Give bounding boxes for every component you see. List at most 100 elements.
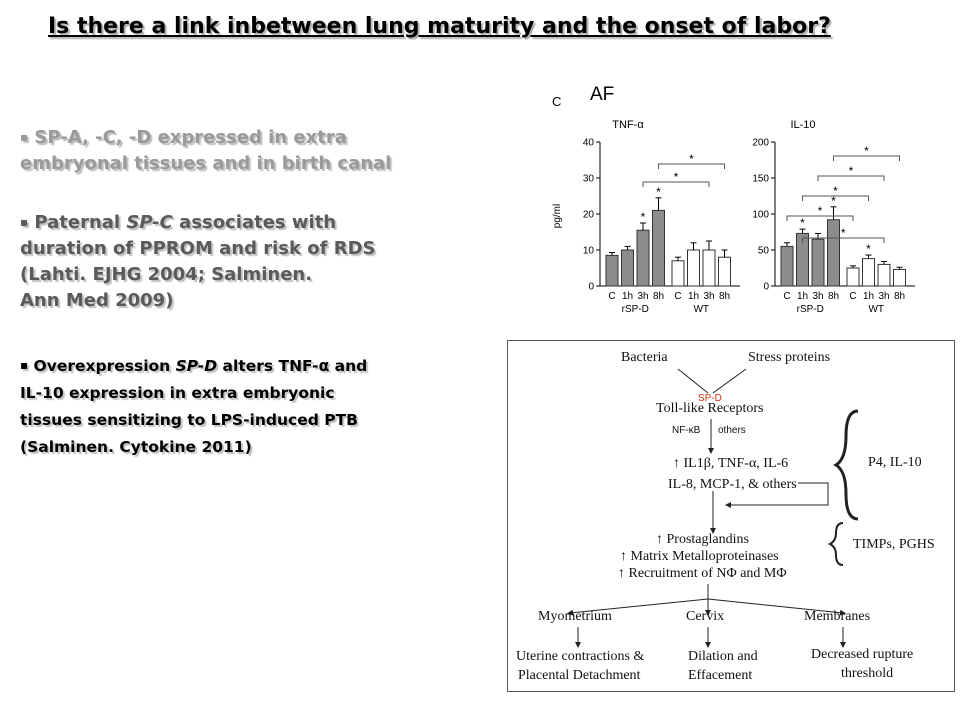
y-axis-label: pg/ml [552,204,563,228]
bullet-marker-icon: ▪ [20,215,29,229]
bar [702,249,716,287]
group-label: rSP-D [622,304,649,315]
membranes-arrow [707,598,846,616]
bar [636,229,650,287]
bullet-text: SP-A, -C, -D expressed in extra [34,127,347,148]
x-tick-label: 3h [878,291,889,302]
y-tick-label: 0 [588,282,594,293]
cytokines-line-1: ↑ IL1β, TNF-α, IL-6 [673,456,789,471]
outcome-uterine-1: Uterine contractions & [516,649,645,664]
outcome-membranes-2: threshold [841,666,894,681]
significance-star: * [866,242,871,256]
il10-panel: IL-10 0 50 100 150 200 C * 1h 3h * 8h C * 1h 3h 8h rSP-D W… [752,119,915,315]
x-tick-label: 1h [863,291,874,302]
bar [671,260,685,287]
bar [846,267,860,287]
panel-letter: C [552,94,561,109]
bullet-text: Paternal [34,212,127,233]
x-tick-label: 8h [719,291,730,302]
significance-star: * [656,185,661,199]
bullet-line: ▪ Overexpression SP-D alters TNF-α and [20,352,367,380]
myometrium-arrow [567,598,709,616]
bar [718,256,731,287]
outcome-membranes-1: Decreased rupture [811,647,914,662]
x-tick-label: 3h [637,291,648,302]
comparison-bracket [817,175,885,181]
bullet-text: Overexpression [33,357,176,375]
timps-brace-icon [827,522,844,566]
bullet-marker-icon: ▪ [20,130,29,144]
bacteria-node: Bacteria [621,350,668,365]
bullet-text: alters TNF-α and [217,357,368,375]
x-tick-label: 1h [797,291,808,302]
y-tick-label: 10 [583,246,595,257]
outcome-cervix-1: Dilation and [688,649,758,664]
x-tick-label: 1h [622,291,633,302]
comparison-bracket [802,237,885,243]
comparison-star: * [674,170,679,184]
outcome-cervix-2: Effacement [688,668,753,683]
bullet-line: (Salminen. Cytokine 2011) [20,438,252,456]
bullet-text: associates with [172,212,337,233]
recruitment-node: ↑ Recruitment of NΦ and MΦ [618,566,787,581]
nfkb-label: NF-κB [672,425,701,436]
significance-star: * [800,216,805,230]
significance-star: * [641,210,646,224]
comparison-bracket [786,215,854,221]
bar [827,219,840,287]
y-tick-label: 100 [752,210,769,221]
feedback-arrow [725,482,829,508]
x-tick-label: 8h [828,291,839,302]
x-tick-label: C [783,291,790,302]
bullet-line: ▪ Paternal SP-C associates with [20,209,375,236]
x-tick-label: 8h [894,291,905,302]
bar [621,249,634,287]
stress-proteins-node: Stress proteins [748,350,831,365]
y-tick-label: 40 [583,138,595,149]
bullet-overexpression-spd: ▪ Overexpression SP-D alters TNF-α and I… [20,352,367,461]
bullet-marker-icon: ▪ [20,358,29,372]
bar [780,245,794,287]
x-tick-label: 3h [703,291,714,302]
group-label: WT [693,304,709,315]
bullet-sp-expression: ▪ SP-A, -C, -D expressed in extra embryo… [20,124,391,177]
group-label: WT [868,304,884,315]
y-tick-label: 200 [752,138,769,149]
bar [605,254,619,287]
prostaglandins-node: ↑ Prostaglandins [656,532,749,547]
bullet-line: IL-10 expression in extra embryonic [20,384,335,402]
bullet-line: (Lahti. EJHG 2004; Salminen. [20,264,313,285]
x-tick-label: C [674,291,681,302]
significance-star: * [831,194,836,208]
bullet-paternal-spc: ▪ Paternal SP-C associates with duration… [20,209,375,314]
membranes-node: Membranes [804,609,871,624]
bullet-line: Ann Med 2009) [20,290,174,311]
bullet-line: duration of PPROM and risk of RDS [20,238,376,259]
mmp-node: ↑ Matrix Metalloproteinases [620,549,779,564]
group-label: rSP-D [797,304,824,315]
bar [652,209,665,287]
stress-connector [712,368,747,394]
x-tick-label: 3h [812,291,823,302]
af-bar-chart: C AF pg/ml TNF-α 0 10 20 30 40 C 1h * 3h * 8h C 1h 3h 8… [552,84,915,315]
bacteria-connector [677,368,709,394]
bar [687,249,700,287]
y-tick-label: 150 [752,174,769,185]
comparison-bracket [833,155,900,161]
pathway-diagram: Bacteria Stress proteins SP-D Toll-like … [507,340,955,692]
gene-name: SP-C [126,212,173,233]
comparison-bracket [658,163,725,169]
y-tick-label: 0 [763,282,769,293]
x-tick-label: 8h [653,291,664,302]
diagram-connectors [567,368,859,648]
bar [862,258,875,287]
panel-title: TNF-α [612,119,644,131]
y-tick-label: 50 [758,246,770,257]
comparison-star: * [833,184,838,198]
bar [893,268,906,287]
comparison-star: * [864,144,869,158]
slide-title: Is there a link inbetween lung maturity … [48,14,831,39]
x-tick-label: C [608,291,615,302]
tlr-node: Toll-like Receptors [656,401,764,416]
bullet-line: ▪ SP-A, -C, -D expressed in extra [20,124,391,151]
